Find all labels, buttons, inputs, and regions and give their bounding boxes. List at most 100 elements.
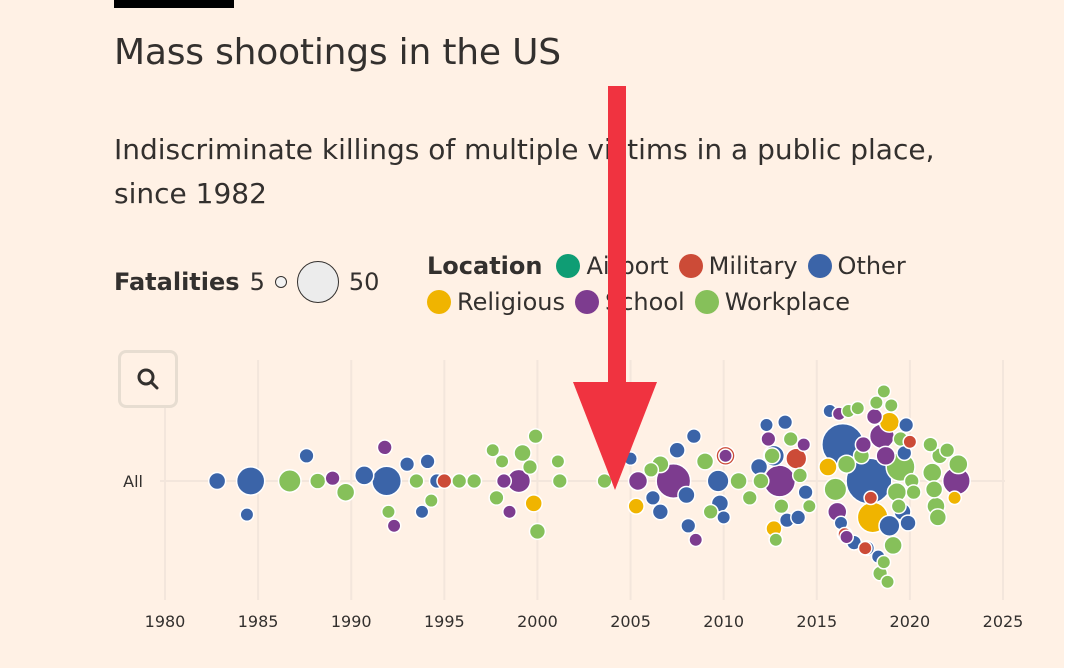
bubble-religious[interactable] [947,490,963,506]
bubble-religious[interactable] [818,457,838,477]
bubble-other[interactable] [759,417,774,433]
legend-item-military[interactable]: Military [678,252,798,280]
bubble-other[interactable] [878,514,901,537]
bubble-military[interactable] [857,540,873,556]
bubble-school[interactable] [688,532,704,548]
bubble-workplace[interactable] [550,453,566,469]
bubble-workplace[interactable] [836,454,857,474]
bubble-religious[interactable] [627,497,645,515]
bubble-school[interactable] [324,470,341,487]
legend-item-workplace[interactable]: Workplace [694,288,850,316]
bubble-workplace[interactable] [309,472,327,490]
bubble-other[interactable] [668,441,686,459]
bubble-workplace[interactable] [850,400,866,416]
bubble-workplace[interactable] [883,535,903,556]
bubble-workplace[interactable] [928,508,948,527]
bubble-workplace[interactable] [922,436,939,453]
bubble-workplace[interactable] [335,482,356,502]
bubble-school[interactable] [495,472,513,490]
bubble-other[interactable] [239,507,255,523]
bubble-other[interactable] [677,485,696,505]
bubble-school[interactable] [854,435,873,454]
bubble-other[interactable] [644,489,662,506]
zoom-button[interactable] [118,350,178,408]
bubble-school[interactable] [875,445,896,467]
bubble-workplace[interactable] [494,453,510,469]
bubble-workplace[interactable] [773,498,790,515]
bubble-workplace[interactable] [741,489,758,506]
legend-item-airport[interactable]: Airport [556,252,669,280]
bubble-workplace[interactable] [408,472,425,490]
bubble-other[interactable] [651,503,670,521]
bubble-workplace[interactable] [423,493,439,509]
bubble-school[interactable] [760,430,777,448]
bubble-other[interactable] [371,465,403,497]
legend-item-other[interactable]: Other [807,252,906,280]
bubble-other[interactable] [419,453,436,470]
bubble-workplace[interactable] [890,498,907,515]
bubble-workplace[interactable] [381,504,396,520]
bubble-workplace[interactable] [451,472,468,490]
bubble-school[interactable] [796,437,812,453]
bubble-workplace[interactable] [876,554,892,570]
bubble-other[interactable] [777,414,794,431]
bubble-other[interactable] [414,504,430,520]
bubble-other[interactable] [623,451,639,467]
legend-item-religious[interactable]: Religious [427,288,565,316]
bubble-other[interactable] [354,465,375,486]
bubble-workplace[interactable] [763,447,781,465]
bubble-religious[interactable] [524,494,543,513]
bubble-workplace[interactable] [485,442,501,458]
bubble-other[interactable] [685,428,702,445]
bubble-workplace[interactable] [277,469,302,493]
bubble-other[interactable] [298,447,315,464]
bubble-other[interactable] [790,509,807,526]
bubble-other[interactable] [398,456,416,473]
bubble-workplace[interactable] [801,498,817,514]
bubble-other[interactable] [797,484,814,501]
bubble-workplace[interactable] [880,574,896,590]
bubble-workplace[interactable] [752,472,770,490]
bubble-workplace[interactable] [876,383,892,399]
bubble-military[interactable] [902,434,918,450]
bubble-school[interactable] [865,407,884,426]
bubble-workplace[interactable] [905,484,922,501]
bubble-military[interactable] [436,472,453,490]
bubble-workplace[interactable] [768,532,784,548]
bubble-other[interactable] [680,517,697,534]
bubble-school[interactable] [502,504,517,520]
bubble-workplace[interactable] [513,443,532,463]
bubble-workplace[interactable] [551,472,568,490]
bubble-other[interactable] [207,471,227,491]
bubble-workplace[interactable] [702,503,719,520]
bubble-workplace[interactable] [695,452,715,471]
bubble-workplace[interactable] [729,471,748,491]
bubble-other[interactable] [716,509,732,525]
x-tick-label: 2020 [890,612,931,631]
bubble-school[interactable] [376,439,393,456]
bubble-workplace[interactable] [939,442,956,459]
bubble-other[interactable] [898,416,915,434]
bubble-workplace[interactable] [948,453,969,475]
bubble-other[interactable] [235,466,266,496]
bubble-school[interactable] [839,529,855,545]
bubble-workplace[interactable] [883,397,899,413]
bubble-workplace[interactable] [924,480,944,499]
bubble-school[interactable] [718,448,733,464]
bubble-workplace[interactable] [466,472,483,490]
bubble-military[interactable] [863,490,879,506]
bubble-workplace[interactable] [521,458,539,476]
bubble-workplace[interactable] [823,477,848,502]
bubble-other[interactable] [706,469,730,493]
bubble-workplace[interactable] [921,462,943,483]
bubble-workplace[interactable] [596,472,613,490]
bubble-other[interactable] [899,514,917,532]
bubble-workplace[interactable] [791,467,809,484]
bubble-workplace[interactable] [782,430,799,448]
bubble-school[interactable] [386,518,402,534]
bubble-workplace[interactable] [642,461,660,478]
bubble-workplace[interactable] [528,522,547,541]
bubble-workplace[interactable] [868,395,884,411]
bubble-workplace[interactable] [488,489,505,506]
bubble-workplace[interactable] [527,428,544,445]
